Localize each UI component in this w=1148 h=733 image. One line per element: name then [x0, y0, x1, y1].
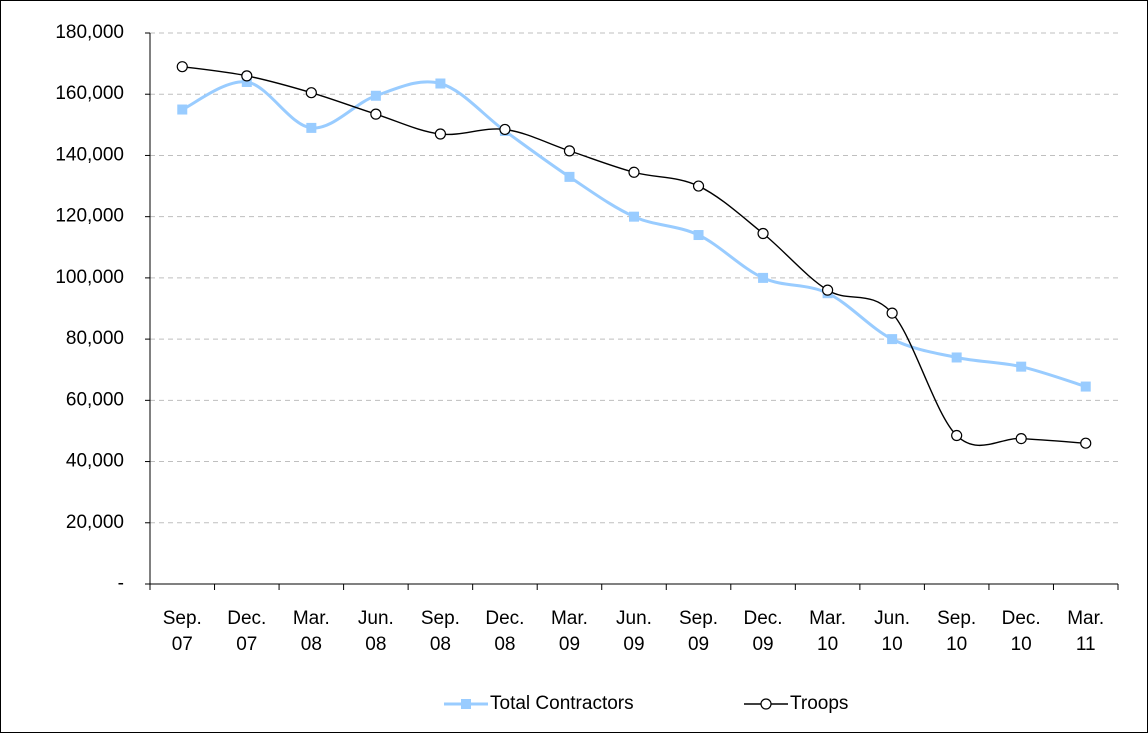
- y-tick-label: 60,000: [66, 389, 124, 410]
- y-tick-label: 80,000: [66, 328, 124, 349]
- data-point: [499, 123, 511, 136]
- y-tick-label: 140,000: [55, 144, 124, 165]
- data-point: [1080, 437, 1092, 449]
- y-tick-label: 120,000: [55, 206, 124, 227]
- data-point: [628, 166, 640, 178]
- x-tick-label: Sep. 07: [162, 608, 202, 655]
- data-point: [1015, 432, 1027, 445]
- data-point: [370, 108, 382, 120]
- data-point: [177, 104, 188, 115]
- data-point: [821, 284, 834, 296]
- x-tick-label: Sep. 08: [420, 608, 460, 655]
- x-tick-label: Mar. 11: [1067, 608, 1105, 655]
- legend-marker: [461, 699, 471, 709]
- data-point: [886, 307, 898, 319]
- data-point: [370, 90, 381, 101]
- data-point: [758, 272, 769, 283]
- y-tick-label: 160,000: [55, 83, 124, 104]
- y-tick-label: -: [118, 573, 124, 594]
- data-point: [951, 429, 963, 442]
- data-point: [692, 180, 705, 192]
- data-point: [241, 70, 253, 82]
- y-tick-label: 180,000: [55, 22, 124, 43]
- y-tick-label: 100,000: [55, 267, 124, 288]
- series-line: [181, 80, 1087, 388]
- data-point: [951, 352, 962, 363]
- x-tick-label: Dec. 09: [743, 608, 783, 655]
- series-line: [182, 65, 1086, 447]
- x-tick-label: Mar. 10: [809, 608, 847, 655]
- data-point: [306, 122, 317, 133]
- data-point: [629, 211, 639, 222]
- data-point: [693, 230, 704, 241]
- legend-marker: [760, 698, 772, 710]
- y-tick-label: 40,000: [66, 451, 124, 472]
- x-tick-label: Mar. 09: [550, 608, 588, 655]
- data-point: [1080, 381, 1091, 392]
- x-tick-label: Jun. 10: [874, 608, 911, 655]
- y-tick-label: 20,000: [66, 512, 124, 533]
- data-point: [305, 87, 317, 99]
- x-tick-label: Sep. 09: [678, 608, 719, 655]
- legend-label: Troops: [790, 693, 848, 714]
- data-point: [757, 227, 769, 240]
- data-point: [563, 145, 576, 157]
- legend-label: Total Contractors: [490, 693, 634, 714]
- data-point: [887, 334, 898, 345]
- x-tick-label: Dec. 10: [1001, 608, 1041, 655]
- data-point: [434, 128, 446, 140]
- x-tick-label: Dec. 07: [227, 608, 267, 655]
- data-point: [435, 78, 446, 89]
- data-point: [1016, 361, 1027, 372]
- x-tick-label: Mar. 08: [292, 608, 330, 655]
- x-tick-label: Jun. 09: [616, 608, 652, 655]
- data-point: [241, 76, 252, 87]
- data-point: [176, 61, 188, 73]
- x-tick-label: Jun. 08: [357, 608, 394, 655]
- x-tick-label: Dec. 08: [485, 608, 525, 655]
- x-tick-label: Sep. 10: [937, 608, 977, 655]
- data-point: [564, 171, 575, 182]
